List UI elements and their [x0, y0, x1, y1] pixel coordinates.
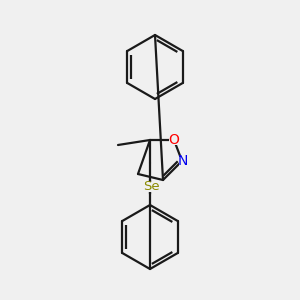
- FancyBboxPatch shape: [178, 157, 188, 166]
- FancyBboxPatch shape: [143, 182, 159, 192]
- Text: O: O: [169, 133, 179, 147]
- FancyBboxPatch shape: [169, 136, 179, 145]
- Text: Se: Se: [143, 181, 159, 194]
- Text: N: N: [178, 154, 188, 168]
